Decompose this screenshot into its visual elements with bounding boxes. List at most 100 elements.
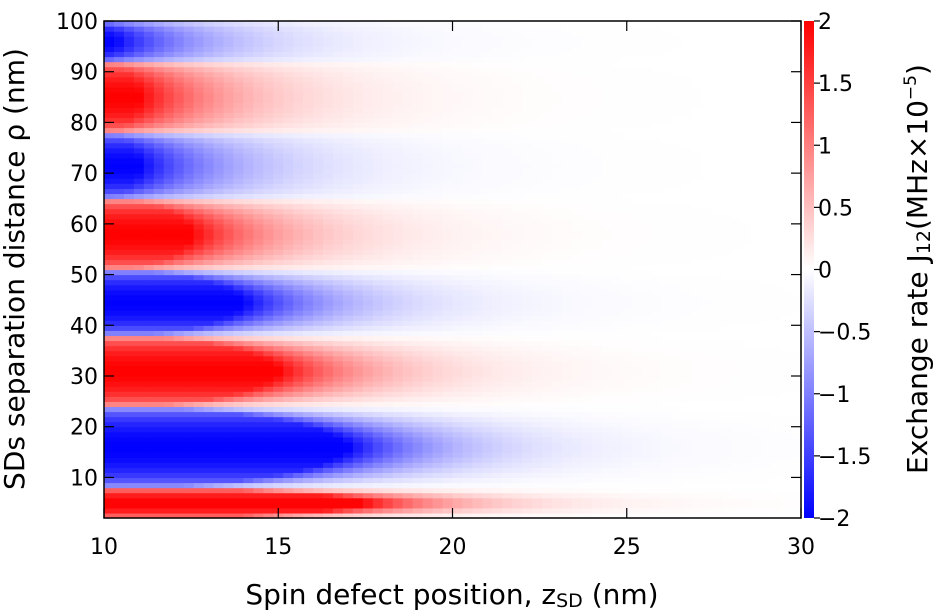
heatmap-cell — [223, 360, 235, 367]
heatmap-cell — [113, 234, 125, 240]
heatmap-cell — [104, 163, 115, 169]
heatmap-cell — [203, 269, 215, 276]
heatmap-cell — [382, 502, 394, 509]
heatmap-cell — [392, 370, 404, 377]
heatmap-cell — [571, 416, 583, 423]
heatmap-cell — [581, 365, 593, 372]
heatmap-cell — [183, 66, 195, 73]
heatmap-cell — [133, 401, 145, 408]
heatmap-cell — [392, 310, 404, 316]
heatmap-cell — [462, 173, 474, 179]
heatmap-cell — [472, 370, 483, 377]
heatmap-cell — [472, 441, 483, 448]
heatmap-cell — [352, 163, 364, 169]
heatmap-cell — [562, 406, 573, 413]
heatmap-cell — [323, 452, 334, 458]
heatmap-cell — [323, 477, 334, 484]
heatmap-cell — [243, 117, 254, 124]
heatmap-cell — [173, 345, 185, 352]
heatmap-cell — [253, 441, 264, 448]
heatmap-cell — [442, 223, 454, 230]
heatmap-cell — [571, 107, 583, 113]
heatmap-cell — [382, 401, 394, 408]
heatmap-cell — [542, 137, 553, 144]
heatmap-cell — [571, 502, 583, 509]
heatmap-cell — [452, 142, 464, 149]
heatmap-cell — [442, 132, 454, 139]
heatmap-cell — [382, 173, 394, 179]
heatmap-cell — [243, 92, 254, 98]
heatmap-cell — [313, 157, 324, 164]
heatmap-cell — [462, 122, 474, 129]
heatmap-cell — [233, 421, 244, 428]
heatmap-cell — [213, 97, 225, 103]
heatmap-cell — [333, 21, 344, 27]
heatmap-cell — [133, 157, 145, 164]
heatmap-cell — [303, 467, 314, 473]
heatmap-cell — [173, 31, 185, 37]
heatmap-cell — [442, 416, 454, 423]
heatmap-cell — [253, 41, 264, 47]
heatmap-cell — [432, 355, 444, 362]
heatmap-cell — [482, 56, 493, 63]
heatmap-cell — [283, 249, 294, 255]
heatmap-cell — [562, 122, 573, 129]
heatmap-cell — [552, 441, 563, 448]
heatmap-cell — [293, 497, 304, 504]
heatmap-cell — [492, 127, 503, 134]
heatmap-cell — [512, 325, 523, 331]
heatmap-cell — [143, 26, 155, 32]
heatmap-cell — [253, 173, 264, 179]
heatmap-cell — [522, 234, 533, 240]
heatmap-cell — [601, 178, 613, 184]
heatmap-cell — [203, 431, 215, 438]
heatmap-cell — [113, 462, 125, 468]
heatmap-cell — [362, 218, 374, 225]
heatmap-cell — [482, 223, 493, 230]
heatmap-cell — [372, 507, 384, 514]
heatmap-cell — [432, 112, 444, 118]
heatmap-cell — [323, 370, 334, 377]
heatmap-cell — [502, 416, 513, 423]
heatmap-cell — [562, 97, 573, 103]
heatmap-cell — [412, 127, 424, 134]
heatmap-cell — [542, 391, 553, 397]
heatmap-cell — [432, 223, 444, 230]
heatmap-cell — [143, 340, 155, 347]
heatmap-cell — [213, 294, 225, 301]
heatmap-cell — [412, 457, 424, 463]
heatmap-cell — [223, 355, 235, 362]
heatmap-cell — [183, 502, 195, 509]
heatmap-cell — [163, 391, 175, 397]
heatmap-cell — [123, 269, 135, 276]
heatmap-cell — [581, 325, 593, 331]
heatmap-cell — [472, 76, 483, 83]
heatmap-cell — [352, 376, 364, 382]
heatmap-cell — [492, 71, 503, 78]
heatmap-cell — [571, 315, 583, 321]
heatmap-cell — [323, 320, 334, 326]
heatmap-cell — [104, 168, 115, 174]
heatmap-cell — [233, 381, 244, 387]
heatmap-cell — [163, 223, 175, 230]
heatmap-cell — [422, 370, 434, 377]
heatmap-cell — [462, 102, 474, 108]
heatmap-cell — [402, 157, 414, 164]
heatmap-cell — [591, 163, 603, 169]
heatmap-cell — [163, 254, 175, 260]
heatmap-cell — [392, 264, 404, 271]
heatmap-cell — [552, 36, 563, 42]
heatmap-cell — [313, 213, 324, 220]
heatmap-cell — [143, 447, 155, 453]
heatmap-cell — [223, 269, 235, 276]
heatmap-cell — [263, 492, 274, 499]
heatmap-cell — [512, 213, 523, 220]
heatmap-cell — [571, 355, 583, 362]
heatmap-cell — [352, 512, 364, 519]
heatmap-cell — [342, 421, 354, 428]
heatmap-cell — [412, 492, 424, 499]
heatmap-cell — [313, 365, 324, 372]
heatmap-cell — [303, 66, 314, 73]
heatmap-cell — [293, 431, 304, 438]
heatmap-cell — [104, 147, 115, 154]
